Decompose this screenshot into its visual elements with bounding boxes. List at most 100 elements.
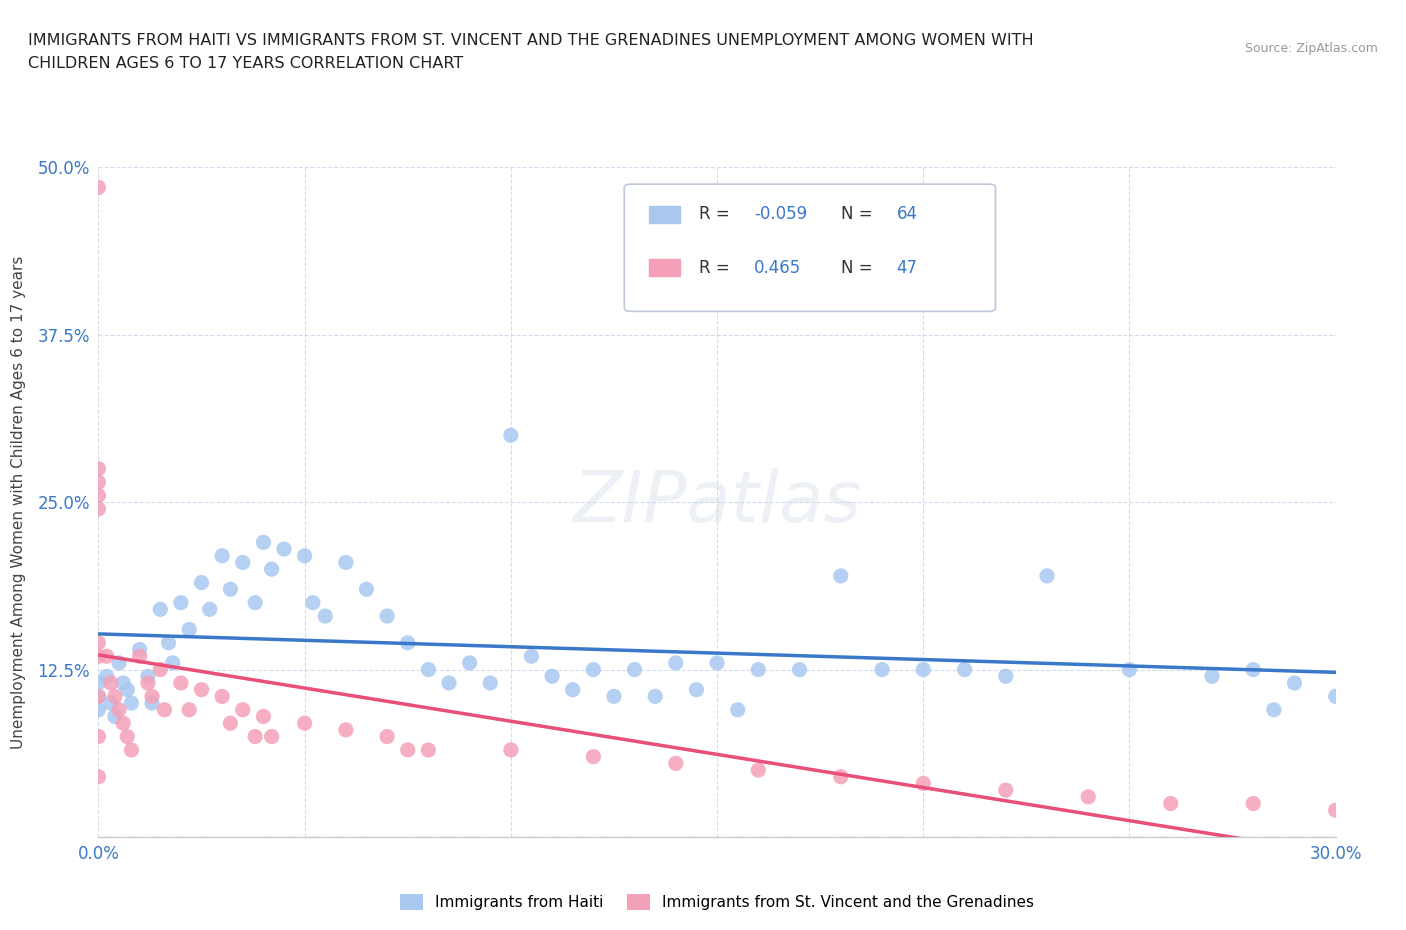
Point — [243, 595, 266, 610]
Point — [87, 689, 110, 704]
Point — [994, 783, 1017, 798]
Point — [128, 642, 150, 657]
Point — [953, 662, 976, 677]
Point — [994, 669, 1017, 684]
Point — [162, 656, 184, 671]
Point — [141, 696, 163, 711]
Point — [170, 675, 193, 690]
Point — [179, 702, 201, 717]
Point — [665, 756, 688, 771]
Point — [157, 635, 180, 650]
Point — [1077, 790, 1099, 804]
Point — [117, 683, 139, 698]
Point — [87, 649, 110, 664]
Legend: Immigrants from Haiti, Immigrants from St. Vincent and the Grenadines: Immigrants from Haiti, Immigrants from S… — [394, 888, 1040, 916]
Point — [87, 635, 110, 650]
Point — [520, 649, 543, 664]
Text: R =: R = — [699, 206, 734, 223]
Text: N =: N = — [841, 206, 877, 223]
Text: Source: ZipAtlas.com: Source: ZipAtlas.com — [1244, 42, 1378, 55]
Point — [211, 549, 233, 564]
Point — [302, 595, 325, 610]
Point — [260, 729, 283, 744]
Point — [830, 769, 852, 784]
Point — [87, 461, 110, 476]
Point — [294, 549, 316, 564]
Point — [87, 180, 110, 195]
Point — [356, 582, 378, 597]
Point — [335, 555, 357, 570]
Point — [499, 742, 522, 757]
Point — [706, 656, 728, 671]
Point — [747, 662, 769, 677]
Point — [418, 742, 440, 757]
Point — [830, 568, 852, 583]
Point — [219, 582, 242, 597]
Point — [1241, 796, 1264, 811]
Point — [100, 675, 122, 690]
Point — [117, 729, 139, 744]
Point — [1036, 568, 1059, 583]
Point — [120, 742, 142, 757]
Point — [87, 488, 110, 503]
Point — [375, 729, 398, 744]
Point — [1201, 669, 1223, 684]
Point — [243, 729, 266, 744]
Point — [170, 595, 193, 610]
Point — [149, 662, 172, 677]
Point — [1324, 689, 1347, 704]
Point — [100, 696, 122, 711]
Point — [96, 649, 118, 664]
Point — [120, 696, 142, 711]
Point — [727, 702, 749, 717]
Point — [87, 769, 110, 784]
Point — [912, 776, 935, 790]
Text: ZIPatlas: ZIPatlas — [572, 468, 862, 537]
Point — [260, 562, 283, 577]
Point — [87, 501, 110, 516]
Point — [179, 622, 201, 637]
Point — [541, 669, 564, 684]
Point — [870, 662, 893, 677]
Text: 47: 47 — [897, 259, 918, 277]
Point — [789, 662, 811, 677]
Point — [108, 656, 131, 671]
Point — [232, 702, 254, 717]
Point — [112, 716, 135, 731]
Text: 0.465: 0.465 — [754, 259, 801, 277]
Point — [87, 702, 110, 717]
Point — [252, 535, 274, 550]
Point — [912, 662, 935, 677]
Point — [418, 662, 440, 677]
Point — [1241, 662, 1264, 677]
Point — [149, 602, 172, 617]
Point — [128, 649, 150, 664]
Point — [665, 656, 688, 671]
Point — [104, 689, 127, 704]
Point — [87, 675, 110, 690]
Point — [747, 763, 769, 777]
Point — [153, 702, 176, 717]
Point — [219, 716, 242, 731]
Point — [232, 555, 254, 570]
Y-axis label: Unemployment Among Women with Children Ages 6 to 17 years: Unemployment Among Women with Children A… — [11, 256, 27, 749]
Point — [314, 608, 336, 623]
Point — [396, 635, 419, 650]
Point — [87, 689, 110, 704]
Bar — [650, 206, 681, 222]
Text: CHILDREN AGES 6 TO 17 YEARS CORRELATION CHART: CHILDREN AGES 6 TO 17 YEARS CORRELATION … — [28, 56, 464, 71]
Point — [685, 683, 707, 698]
Point — [96, 669, 118, 684]
Point — [112, 675, 135, 690]
Point — [136, 669, 159, 684]
Point — [190, 683, 212, 698]
Point — [108, 702, 131, 717]
Point — [479, 675, 502, 690]
Point — [1263, 702, 1285, 717]
Point — [1118, 662, 1140, 677]
Point — [198, 602, 221, 617]
Point — [1324, 803, 1347, 817]
Point — [644, 689, 666, 704]
Point — [1160, 796, 1182, 811]
Text: -0.059: -0.059 — [754, 206, 807, 223]
